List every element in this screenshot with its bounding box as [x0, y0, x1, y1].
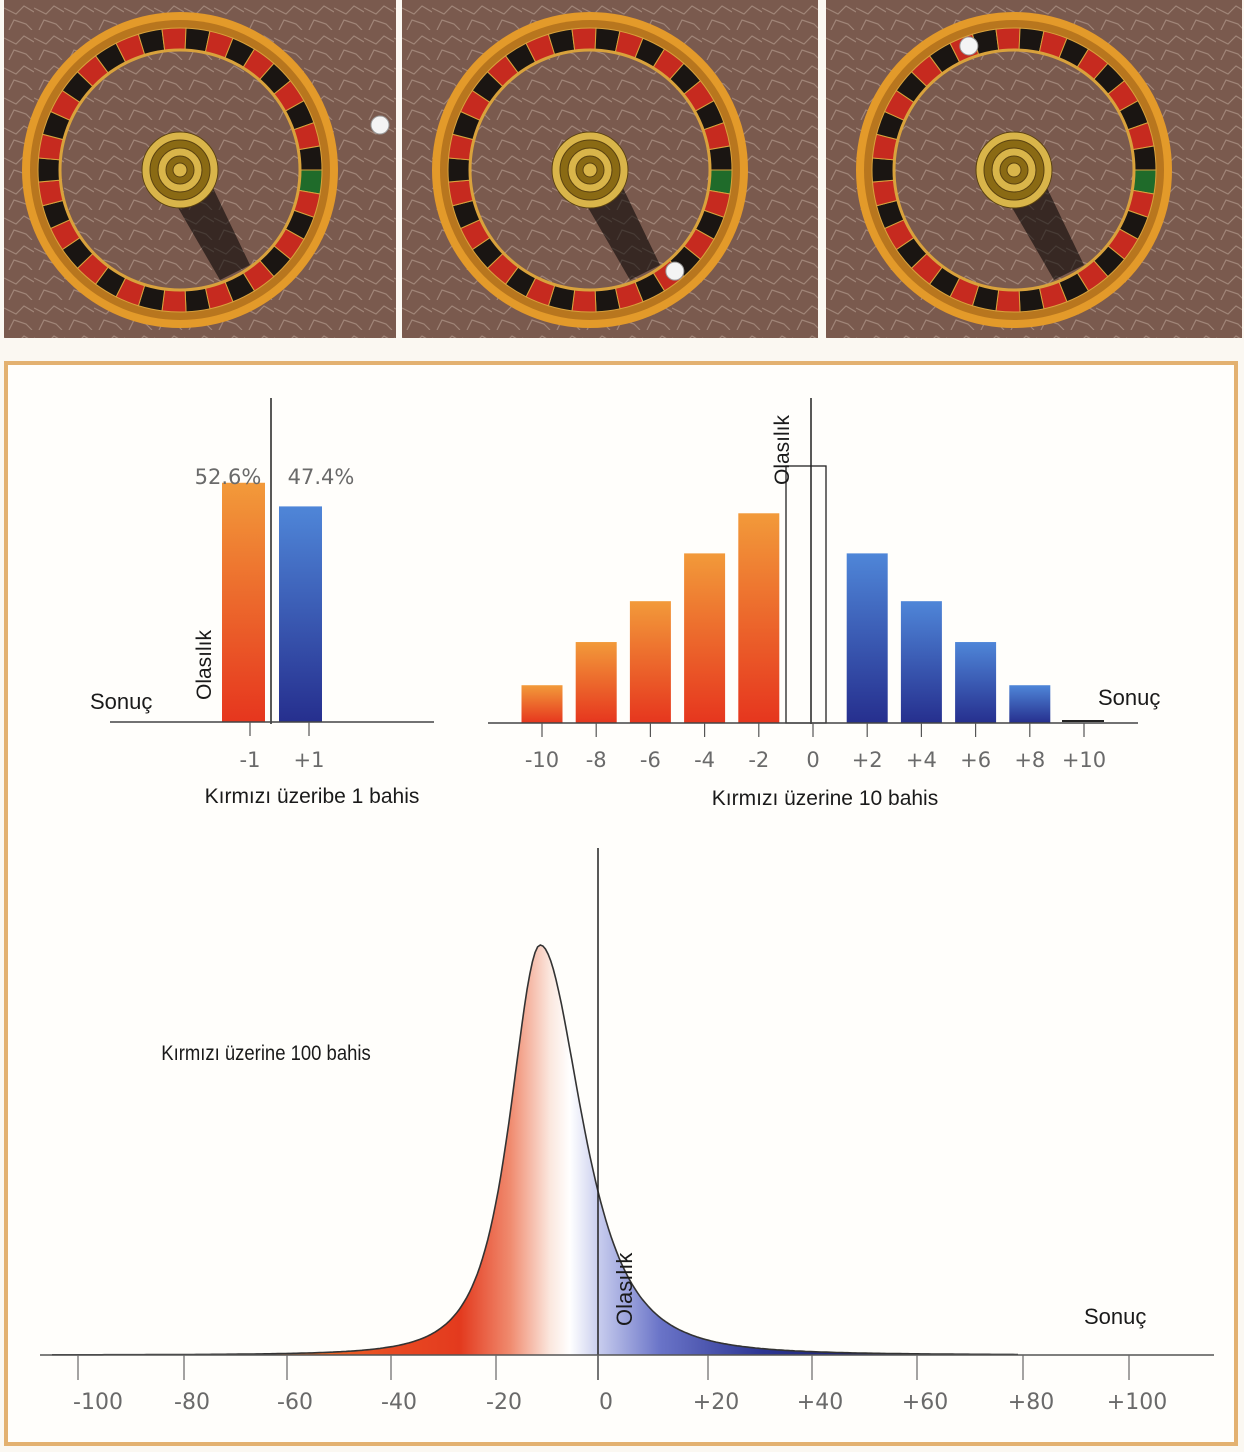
chart-3-tick-label: -60 — [277, 1390, 313, 1415]
chart-3-ylabel: Olasılık — [612, 1252, 637, 1326]
chart-1-tick-label: -1 — [240, 748, 261, 772]
chart-2-bar — [955, 642, 996, 723]
chart-2-tick-label: -4 — [694, 748, 715, 772]
chart-3-tick-label: -80 — [174, 1390, 210, 1415]
chart-2-tick-label: +6 — [960, 748, 991, 772]
chart-2-tick-label: -10 — [525, 748, 559, 772]
chart-1-value-label: 47.4% — [288, 465, 355, 489]
chart-2-bar — [522, 685, 563, 723]
chart-1-tick-label: +1 — [294, 748, 325, 772]
chart-100-bets: -100 -80 -60 -40 -20 0 +20 +40 +60 +80 +100 Kırmız… — [40, 848, 1214, 1415]
chart-2-tick-label: 0 — [806, 748, 819, 772]
chart-1-title: Kırmızı üzeribe 1 bahis — [205, 785, 420, 808]
chart-2-tick-label: +10 — [1062, 748, 1106, 772]
chart-2-bar — [847, 553, 888, 723]
chart-3-tick-label: +80 — [1008, 1390, 1054, 1415]
chart-2-tick-label: +2 — [852, 748, 883, 772]
chart-2-tick-label: -6 — [640, 748, 661, 772]
chart-2-bar — [684, 553, 725, 723]
chart-2-xlabel: Sonuç — [1098, 685, 1160, 710]
chart-1-value-label: 52.6% — [195, 465, 262, 489]
chart-2-bar — [630, 601, 671, 723]
chart-10-bets: -10 -8 -6 -4 -2 0 +2 +4 +6 +8 +10 Sonuç Olasılık K… — [488, 398, 1160, 810]
chart-3-tick-label: -40 — [381, 1390, 417, 1415]
chart-2-bar — [1009, 685, 1050, 723]
chart-2-ylabel: Olasılık — [771, 414, 794, 485]
chart-3-tick-label: -100 — [73, 1390, 123, 1415]
chart-1-xlabel: Sonuç — [90, 689, 152, 714]
chart-2-title: Kırmızı üzerine 10 bahis — [712, 787, 938, 810]
chart-2-bar — [576, 642, 617, 723]
chart-3-xlabel: Sonuç — [1084, 1304, 1146, 1329]
chart-2-bar — [738, 513, 779, 723]
chart-3-tick-label: +100 — [1107, 1390, 1167, 1415]
chart-3-title: Kırmızı üzerine 100 bahis — [161, 1042, 370, 1065]
chart-2-bar-zero — [786, 466, 826, 723]
chart-3-tick-label: 0 — [599, 1390, 613, 1415]
chart-1-bar-plus1 — [279, 506, 322, 722]
chart-2-tick-label: -2 — [748, 748, 769, 772]
chart-2-tick-label: +4 — [906, 748, 937, 772]
chart-1-bar-minus1 — [222, 483, 265, 722]
chart-1-bets: 52.6% 47.4% -1 +1 Sonuç Olasılık Kırmızı ü… — [90, 398, 434, 808]
chart-3-distribution-area — [52, 945, 1018, 1355]
chart-3-tick-label: +60 — [902, 1390, 948, 1415]
chart-2-bar — [901, 601, 942, 723]
chart-3-tick-label: +40 — [797, 1390, 843, 1415]
chart-3-tick-label: -20 — [486, 1390, 522, 1415]
chart-2-tick-label: -8 — [586, 748, 607, 772]
chart-3-tick-label: +20 — [693, 1390, 739, 1415]
chart-1-ylabel: Olasılık — [193, 629, 216, 700]
chart-2-tick-label: +8 — [1014, 748, 1045, 772]
